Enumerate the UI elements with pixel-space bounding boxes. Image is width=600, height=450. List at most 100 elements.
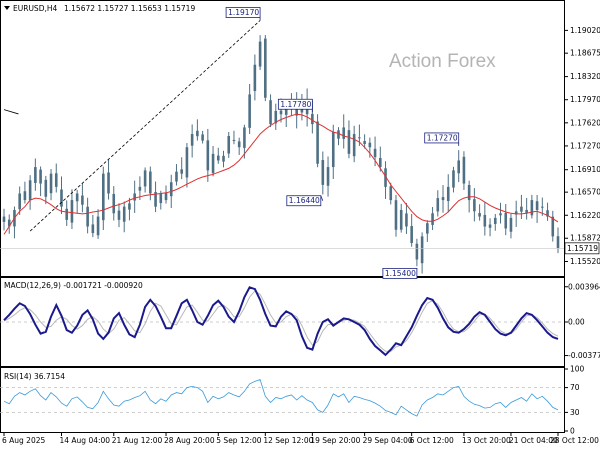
candle-body (23, 191, 27, 201)
candle-body (478, 213, 481, 217)
candle-body (331, 132, 335, 168)
price-tick-label: 1.16570 (570, 188, 600, 197)
candle-body (44, 179, 48, 197)
candle-body (28, 180, 32, 201)
candle-body (117, 210, 121, 220)
macd-tick-label: 0.003964 (568, 282, 600, 291)
candle-body (211, 153, 215, 174)
x-tick-label: 28 Oct 12:00 (550, 436, 599, 445)
candle-body (196, 130, 199, 137)
candle-body (253, 64, 257, 92)
candle-body (358, 137, 361, 139)
price-tick-label: 1.18320 (570, 72, 600, 81)
rsi-tick-label: 100 (570, 365, 585, 374)
price-tick-label: 1.17620 (570, 118, 600, 127)
candle-body (169, 182, 173, 197)
candle-body (352, 134, 356, 157)
candle-body (65, 208, 69, 220)
candle-body (326, 167, 330, 186)
trend-line (29, 20, 261, 232)
candle-body (2, 216, 6, 222)
candle-body (154, 191, 157, 207)
callout-box (424, 132, 460, 144)
last-price-label: 1.15719 (567, 244, 598, 253)
callout-label: 1.19170 (228, 8, 259, 17)
candle-body (514, 211, 518, 215)
candle-body (54, 173, 58, 187)
candle-body (504, 213, 508, 229)
candle-body (311, 113, 314, 125)
candle-body (410, 226, 413, 243)
candle-body (227, 136, 231, 154)
callout-leader (320, 195, 324, 201)
candle-body (551, 216, 555, 237)
candle-body (91, 224, 95, 234)
candle-body (446, 186, 450, 202)
candle-body (185, 147, 189, 178)
candle-body (81, 195, 84, 205)
candle-body (164, 192, 168, 201)
candle-body (405, 213, 408, 227)
candle-body (70, 200, 74, 223)
candle-body (175, 171, 178, 182)
candle-body (279, 110, 283, 115)
candle-body (248, 94, 251, 128)
candle-body (530, 200, 534, 216)
candle-body (201, 134, 204, 141)
candle-body (473, 199, 476, 212)
candle-body (457, 160, 460, 174)
candle-body (34, 167, 37, 183)
candle-body (96, 216, 100, 236)
price-tick-label: 1.16910 (570, 165, 600, 174)
candle-body (49, 173, 53, 194)
candle-body (232, 139, 236, 141)
candle-body (436, 198, 440, 212)
x-tick-label: 21 Oct 04:00 (509, 436, 558, 445)
callout-label: 1.15400 (385, 269, 416, 278)
candle-body (222, 155, 225, 162)
callout-box (225, 7, 261, 18)
candle-body (258, 41, 262, 67)
callout-label: 1.16440 (289, 196, 320, 205)
macd-signal-line (3, 290, 559, 352)
rsi-tick-label: 0 (570, 427, 575, 436)
candle-body (149, 171, 152, 194)
callout-box (382, 267, 418, 279)
candle-body (493, 217, 497, 224)
candle-body (441, 197, 445, 201)
candle-body (556, 236, 560, 249)
candle-body (7, 219, 11, 227)
x-tick-label: 19 Sep 20:00 (310, 436, 360, 445)
candle-body (483, 214, 487, 227)
rsi-tick-label: 70 (570, 383, 580, 392)
x-tick-label: 29 Sep 04:00 (363, 436, 413, 445)
candle-body (159, 193, 163, 204)
candle-body (426, 223, 429, 234)
candle-body (75, 193, 79, 202)
candle-body (274, 110, 278, 124)
candle-body (112, 193, 116, 214)
moving-average-line (3, 113, 559, 235)
price-tick-label: 1.15872 (570, 234, 600, 243)
candle-body (399, 209, 403, 230)
candle-body (509, 217, 513, 232)
candle-body (269, 100, 272, 125)
x-tick-label: 14 Aug 04:00 (59, 436, 110, 445)
candle-body (264, 38, 267, 98)
candle-body (379, 157, 382, 168)
callout-box (286, 195, 322, 207)
symbol-dropdown-icon[interactable] (4, 6, 10, 10)
macd-main-line (3, 286, 559, 357)
callout-label: 1.17780 (280, 100, 311, 109)
candle-body (420, 236, 424, 264)
candle-body (525, 209, 528, 214)
candle-body (363, 141, 366, 144)
candle-body (122, 206, 126, 222)
last-price-box (564, 242, 600, 255)
candle-body (86, 206, 89, 227)
candle-body (389, 186, 393, 201)
x-tick-label: 5 Sep 12:00 (216, 436, 262, 445)
candle-body (541, 206, 544, 208)
candle-body (206, 140, 210, 171)
